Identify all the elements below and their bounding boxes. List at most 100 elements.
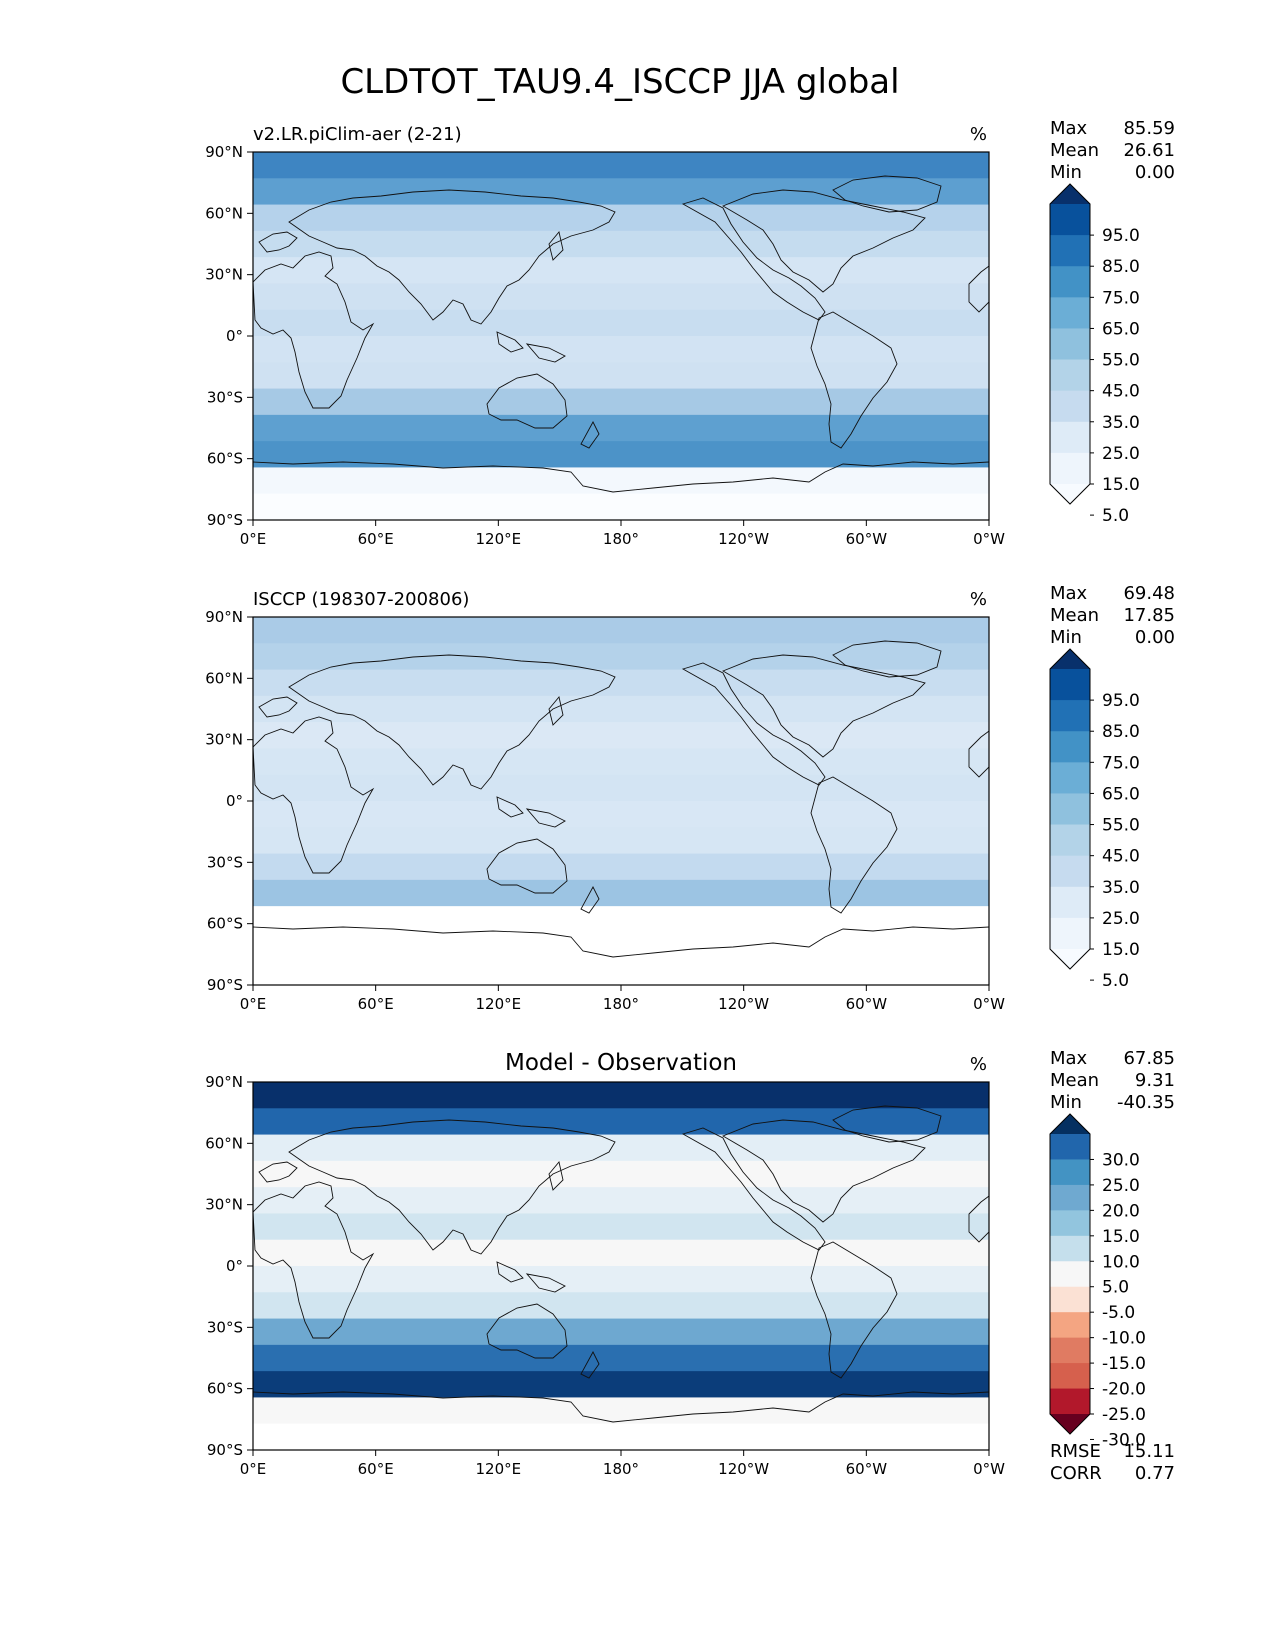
colorbar-swatch: [1050, 204, 1090, 236]
x-tick-label: 0°E: [240, 1460, 267, 1478]
y-tick-label: 0°: [226, 1257, 243, 1275]
colorbar-label: 75.0: [1102, 753, 1140, 773]
zonal-band: [253, 362, 989, 390]
zonal-band: [253, 1213, 989, 1241]
stat-label: Min: [1050, 162, 1082, 183]
stat-label: Max: [1050, 583, 1088, 604]
zonal-band: [253, 801, 989, 828]
colorbar-swatch: [1050, 266, 1090, 298]
colorbar-swatch: [1050, 297, 1090, 329]
y-tick-label: 60°N: [205, 1134, 243, 1152]
zonal-band: [253, 1266, 989, 1293]
colorbar-swatch: [1050, 328, 1090, 360]
zonal-band: [253, 1187, 989, 1215]
colorbar-label: 15.0: [1102, 940, 1140, 960]
y-tick-label: 60°N: [205, 669, 243, 687]
colorbar-label: 15.0: [1102, 475, 1140, 495]
colorbar-swatch: [1050, 1235, 1090, 1262]
colorbar-label: -20.0: [1102, 1380, 1146, 1400]
x-tick-label: 60°W: [846, 530, 888, 548]
colorbar-swatch: [1050, 700, 1090, 732]
zonal-band: [253, 1397, 989, 1425]
zonal-band: [253, 336, 989, 363]
colorbar-label: 35.0: [1102, 878, 1140, 898]
x-tick-label: 60°E: [358, 995, 394, 1013]
colorbar-swatch: [1050, 886, 1090, 919]
x-tick-label: 0°W: [973, 1460, 1005, 1478]
colorbar-extend-top: [1050, 184, 1090, 204]
x-tick-label: 180°: [603, 995, 639, 1013]
colorbar-label: 10.0: [1102, 1252, 1140, 1272]
colorbar-swatch: [1050, 824, 1090, 857]
zonal-band: [253, 309, 989, 337]
zonal-band: [253, 441, 989, 469]
colorbar-extend-bottom: [1050, 949, 1090, 969]
panel-diff: 0°E 60°E 120°E 180° 120°W 60°W 0°W 90°N 60°N 30°N…: [205, 1048, 1175, 1484]
y-tick-label: 90°S: [207, 1441, 243, 1459]
colorbar: 95.0 85.0 75.0 65.0 55.0 45.0 35.0 25.0 15.0 5.0: [1049, 183, 1140, 526]
colorbar-label: 5.0: [1102, 971, 1129, 991]
colorbar-label: 85.0: [1102, 257, 1140, 277]
x-tick-label: 180°: [603, 530, 639, 548]
zonal-band: [253, 722, 989, 750]
units-label: %: [970, 589, 987, 610]
colorbar-label: 45.0: [1102, 382, 1140, 402]
colorbar-swatch: [1050, 1286, 1090, 1313]
colorbar-label: 30.0: [1102, 1150, 1140, 1170]
colorbar-label: 25.0: [1102, 444, 1140, 464]
x-tick-label: 60°E: [358, 1460, 394, 1478]
colorbar-swatch: [1050, 1363, 1090, 1389]
y-tick-label: 90°N: [205, 143, 243, 161]
zonal-band: [253, 467, 989, 495]
stat-label: Min: [1050, 627, 1082, 648]
zonal-band: [253, 643, 989, 671]
y-tick-label: 30°N: [205, 1196, 243, 1214]
stat-value: -40.35: [1117, 1092, 1175, 1113]
x-tick-label: 60°W: [846, 995, 888, 1013]
zonal-band: [253, 257, 989, 285]
zonal-band: [253, 879, 989, 907]
colorbar-label: 45.0: [1102, 847, 1140, 867]
colorbar-swatch: [1050, 1312, 1090, 1339]
zonal-band: [253, 414, 989, 442]
map-field: [253, 152, 989, 521]
colorbar-label: 55.0: [1102, 816, 1140, 836]
zonal-band: [253, 1318, 989, 1346]
zonal-band: [253, 1108, 989, 1136]
stat-label: Max: [1050, 1048, 1088, 1069]
zonal-band: [253, 1292, 989, 1320]
zonal-band: [253, 853, 989, 881]
x-tick-label: 60°E: [358, 530, 394, 548]
units-label: %: [970, 124, 987, 145]
zonal-band: [253, 152, 989, 179]
colorbar-label: 5.0: [1102, 1278, 1129, 1298]
x-tick-label: 120°E: [476, 530, 522, 548]
zonal-band: [253, 932, 989, 960]
x-tick-label: 120°W: [718, 530, 769, 548]
colorbar-swatch: [1050, 731, 1090, 763]
stat-label: Min: [1050, 1092, 1082, 1113]
zonal-band: [253, 388, 989, 416]
colorbar-label: 20.0: [1102, 1201, 1140, 1221]
zonal-band: [253, 958, 989, 986]
zonal-band: [253, 748, 989, 776]
colorbar-swatch: [1050, 235, 1090, 267]
colorbar-label: 25.0: [1102, 1176, 1140, 1196]
zonal-band: [253, 1134, 989, 1162]
y-tick-label: 90°S: [207, 511, 243, 529]
panel-model: 0°E 60°E 120°E 180° 120°W 60°W 0°W 90°N 60°N 30°N…: [205, 118, 1175, 548]
colorbar-label: -15.0: [1102, 1354, 1146, 1374]
colorbar-swatch: [1050, 1134, 1090, 1160]
panel-left-title: v2.LR.piClim-aer (2-21): [253, 124, 462, 145]
stat-value: 9.31: [1135, 1070, 1175, 1091]
map-field: [253, 1082, 989, 1451]
zonal-band: [253, 1082, 989, 1109]
colorbar-swatch: [1050, 1159, 1090, 1186]
zonal-band: [253, 669, 989, 697]
zonal-band: [253, 1423, 989, 1451]
colorbar-label: 65.0: [1102, 784, 1140, 804]
stat-label: Mean: [1050, 140, 1099, 161]
colorbar-swatch: [1050, 421, 1090, 454]
colorbar-swatch: [1050, 1261, 1090, 1288]
x-tick-label: 120°E: [476, 995, 522, 1013]
